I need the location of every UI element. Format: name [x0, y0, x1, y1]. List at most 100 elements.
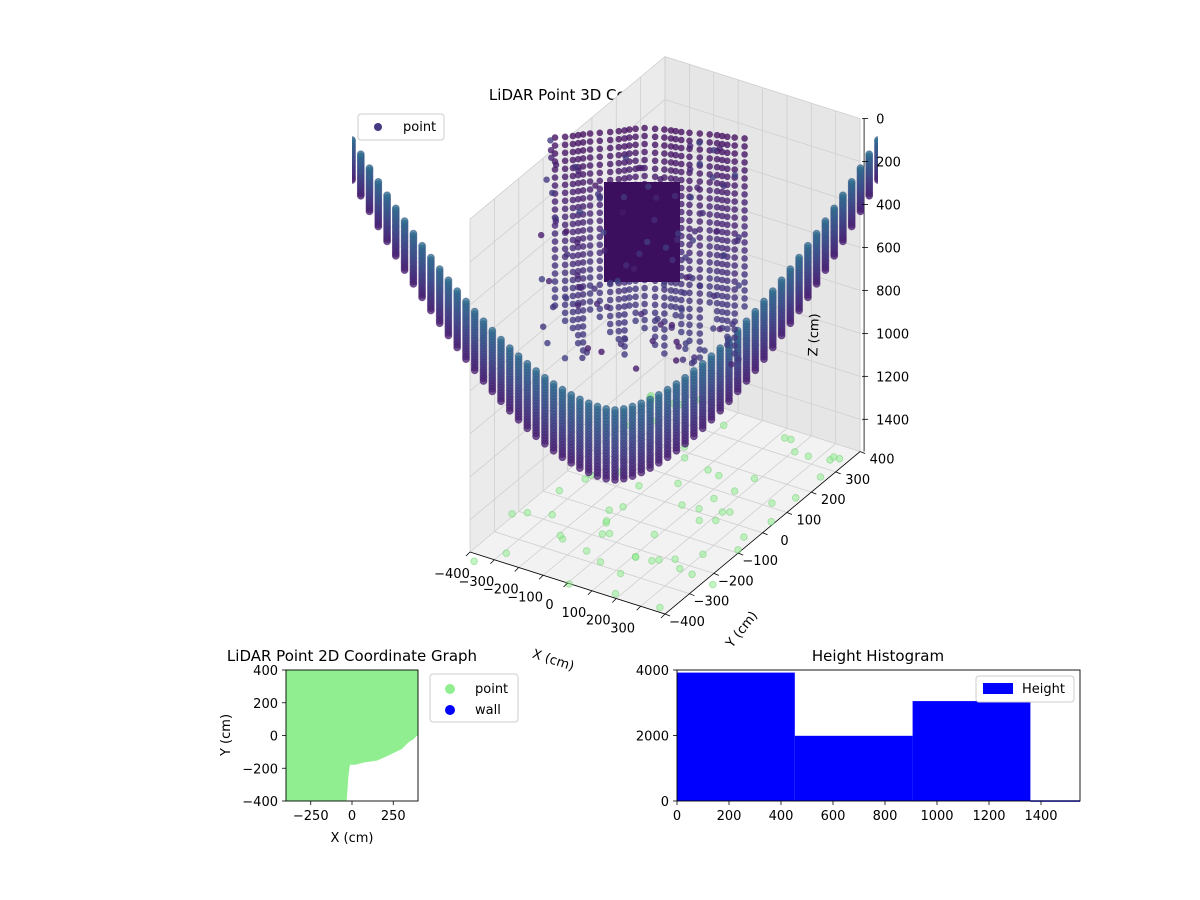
cloud-point: [632, 285, 639, 293]
cloud-point: [569, 228, 577, 236]
cloud-point: [735, 282, 742, 289]
cloud-point: [574, 291, 582, 299]
x-tick: [660, 613, 666, 619]
legend-2d-wall-label: wall: [475, 703, 501, 718]
floor-point: [581, 475, 590, 483]
floor-point: [734, 546, 742, 554]
cloud-point: [686, 281, 693, 289]
cloud-point: [689, 237, 696, 244]
cloud-point: [596, 137, 604, 145]
cloud-point: [606, 176, 614, 184]
cloud-point: [614, 277, 621, 285]
grid-line-y: [493, 198, 690, 595]
cloud-point: [741, 215, 748, 222]
cloud-point: [635, 164, 643, 172]
cloud-point: [688, 360, 696, 367]
cloud-point: [626, 134, 633, 141]
cloud-point: [729, 321, 736, 328]
cloud-point: [672, 127, 679, 135]
cloud-point: [718, 300, 726, 308]
chart-2d-title: LiDAR Point 2D Coordinate Graph: [227, 647, 477, 665]
cloud-point: [651, 157, 659, 165]
y-tick: [689, 593, 695, 597]
cloud-point: [720, 182, 727, 190]
cloud-point: [563, 251, 571, 258]
cloud-point: [672, 287, 679, 295]
cloud-point: [731, 158, 738, 165]
floor-point: [787, 435, 795, 444]
floor-point: [712, 516, 720, 525]
cloud-point: [696, 218, 704, 225]
cloud-point: [696, 160, 703, 168]
cloud-point: [606, 128, 614, 136]
cloud-point: [696, 346, 704, 353]
cloud-point: [724, 229, 731, 237]
floor-point: [648, 557, 656, 565]
cloud-point: [569, 156, 577, 164]
cloud-point: [574, 187, 582, 195]
cloud-point: [596, 273, 604, 281]
cloud-point: [696, 330, 704, 337]
cloud-point: [710, 325, 717, 332]
cloud-point: [751, 307, 760, 316]
cloud-point: [592, 182, 599, 189]
cloud-point: [821, 217, 830, 226]
cloud-point: [569, 148, 577, 156]
cloud-point: [706, 227, 713, 234]
floor-point: [611, 589, 620, 598]
cloud-point: [718, 244, 726, 252]
cloud-point: [713, 275, 721, 283]
cloud-point: [696, 322, 704, 329]
cloud-point: [551, 262, 559, 269]
z-tick-label: 600: [876, 241, 901, 256]
cloud-point: [569, 244, 577, 252]
cloud-point: [678, 152, 685, 160]
chart-2d-data: [286, 670, 418, 801]
cloud-point: [470, 307, 479, 316]
x-tick-label: 0: [545, 598, 553, 613]
cloud-point: [574, 272, 581, 279]
cloud-point: [671, 192, 679, 200]
floor-point: [635, 482, 643, 490]
cloud-point: [674, 236, 681, 243]
cloud-point: [561, 197, 569, 205]
cloud-point: [497, 335, 505, 344]
x-tick: [514, 567, 520, 572]
cloud-point: [661, 350, 668, 357]
cloud-point: [651, 165, 659, 173]
cloud-point: [696, 146, 704, 153]
cloud-point: [586, 138, 594, 145]
x-tick-label: 250: [381, 809, 406, 824]
cloud-point: [661, 126, 668, 133]
floor-point: [470, 557, 478, 566]
cloud-point: [632, 293, 639, 301]
cloud-point: [731, 286, 738, 293]
cloud-point: [606, 160, 614, 168]
cloud-point: [696, 194, 704, 201]
cloud-point: [786, 265, 795, 274]
cloud-point: [741, 271, 748, 278]
cloud-point: [696, 226, 704, 233]
chart-hist-title: Height Histogram: [812, 647, 944, 665]
cloud-point: [718, 212, 726, 220]
cloud-point: [579, 131, 587, 138]
cloud-point: [651, 216, 658, 224]
cloud-point: [682, 345, 689, 352]
cloud-point: [718, 292, 726, 300]
cloud-point: [579, 339, 587, 346]
cloud-point: [651, 285, 659, 293]
cloud-point: [696, 274, 704, 281]
legend-hist-label: Height: [1022, 682, 1065, 697]
cloud-point: [579, 163, 587, 170]
cloud-point: [724, 173, 731, 181]
cloud-point: [724, 269, 731, 277]
cloud-point: [681, 289, 688, 297]
floor-point: [650, 530, 659, 539]
y-tick-label: −300: [694, 595, 730, 610]
cloud-point: [574, 323, 582, 331]
cloud-point: [418, 241, 427, 250]
cloud-point: [686, 185, 693, 193]
x-tick: [465, 551, 471, 557]
cloud-point: [586, 170, 594, 177]
cloud-point: [615, 159, 623, 167]
